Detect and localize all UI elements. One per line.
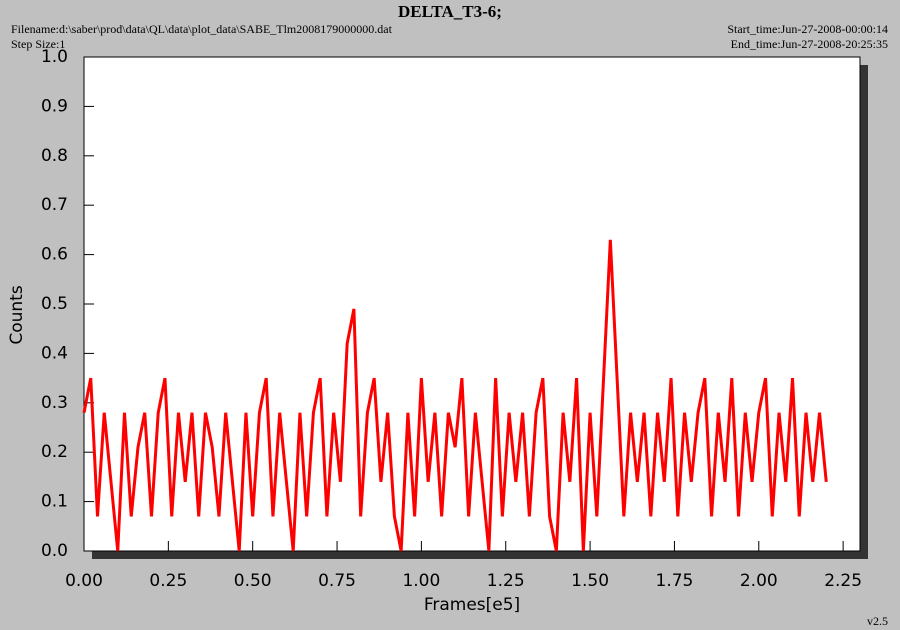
x-tick-label: 0.25 [149, 571, 187, 591]
y-tick-label: 0.5 [41, 294, 68, 314]
x-tick-label: 0.00 [65, 571, 103, 591]
y-tick-label: 0.7 [41, 195, 68, 215]
x-tick-label: 1.00 [402, 571, 440, 591]
x-tick-label: 2.25 [824, 571, 862, 591]
y-tick-label: 0.0 [41, 541, 68, 561]
x-tick-label: 1.50 [571, 571, 609, 591]
filename: Filename:d:\saber\prod\data\QL\data\plot… [11, 22, 393, 36]
y-tick-label: 0.2 [41, 442, 68, 462]
y-tick-label: 0.9 [41, 96, 68, 116]
y-tick-label: 0.1 [41, 492, 68, 512]
version: v2.5 [867, 614, 888, 628]
y-tick-label: 0.3 [41, 393, 68, 413]
end-time: End_time:Jun-27-2008-20:25:35 [731, 37, 888, 51]
y-axis-label: Counts [7, 285, 27, 344]
x-tick-label: 1.25 [487, 571, 525, 591]
x-tick-label: 0.75 [318, 571, 356, 591]
x-tick-label: 0.50 [234, 571, 272, 591]
x-axis-label: Frames[e5] [424, 595, 520, 615]
x-tick-label: 2.00 [740, 571, 778, 591]
step-size: Step Size:1 [11, 37, 65, 51]
y-tick-label: 1.0 [41, 47, 68, 67]
chart-title: DELTA_T3-6; [398, 2, 502, 21]
x-tick-label: 1.75 [656, 571, 694, 591]
y-tick-label: 0.6 [41, 245, 68, 265]
start-time: Start_time:Jun-27-2008-00:00:14 [727, 22, 888, 36]
y-tick-label: 0.8 [41, 146, 68, 166]
data-line [82, 239, 828, 552]
y-tick-label: 0.4 [41, 343, 68, 363]
